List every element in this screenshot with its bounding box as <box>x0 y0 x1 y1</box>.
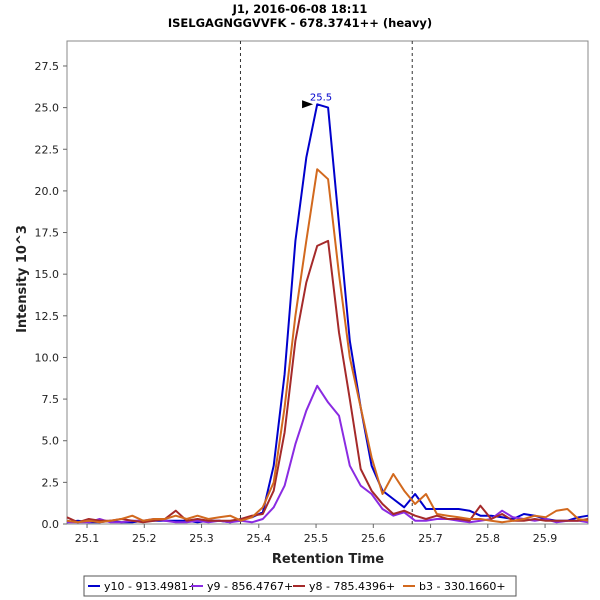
legend-item-3[interactable]: y8 - 785.4396+ <box>293 580 395 593</box>
y-tick-label: 0.0 <box>42 518 60 531</box>
legend-item-4[interactable]: b3 - 330.1660+ <box>403 580 506 593</box>
chart-title: J1, 2016-06-08 18:11 <box>232 2 368 16</box>
x-tick-label: 25.5 <box>304 532 329 545</box>
legend-label: b3 - 330.1660+ <box>419 580 506 593</box>
series-line-4 <box>66 168 589 524</box>
legend-label: y8 - 785.4396+ <box>309 580 395 593</box>
x-tick-label: 25.4 <box>247 532 272 545</box>
series-lines <box>66 103 589 524</box>
series-line-3 <box>66 239 589 524</box>
y-tick-label: 7.5 <box>42 393 60 406</box>
x-tick-label: 25.9 <box>533 532 558 545</box>
peak-label: 25.5 <box>310 92 332 103</box>
y-tick-label: 17.5 <box>35 227 60 240</box>
y-tick-label: 22.5 <box>35 143 60 156</box>
y-tick-label: 25.0 <box>35 102 60 115</box>
y-tick-label: 27.5 <box>35 60 60 73</box>
legend-label: y10 - 913.4981+ <box>104 580 197 593</box>
x-tick-label: 25.3 <box>189 532 214 545</box>
legend-item-1[interactable]: y10 - 913.4981+ <box>88 580 197 593</box>
y-tick-label: 12.5 <box>35 310 60 323</box>
y-tick-label: 5.0 <box>42 435 60 448</box>
x-tick-label: 25.1 <box>75 532 100 545</box>
y-tick-label: 15.0 <box>35 268 60 281</box>
integration-bounds <box>239 41 413 524</box>
legend-label: y9 - 856.4767+ <box>207 580 293 593</box>
x-tick-label: 25.7 <box>418 532 443 545</box>
x-tick-label: 25.2 <box>132 532 157 545</box>
peak-annotation: 25.5 <box>302 92 332 109</box>
x-axis: 25.1 25.2 25.3 25.4 25.5 25.6 25.7 25.8 25.9 <box>75 524 558 545</box>
chart-subtitle: ISELGAGNGGVVFK - 678.3741++ (heavy) <box>168 16 432 30</box>
peak-arrow-icon <box>302 100 314 109</box>
y-tick-label: 20.0 <box>35 185 60 198</box>
y-axis: 0.0 2.5 5.0 7.5 10.0 12.5 15.0 17.5 20.0 22.5 25.0… <box>35 60 67 531</box>
y-tick-label: 2.5 <box>42 476 60 489</box>
legend-item-2[interactable]: y9 - 856.4767+ <box>191 580 293 593</box>
x-tick-label: 25.8 <box>476 532 501 545</box>
plot-border <box>66 40 589 525</box>
legend[interactable]: y10 - 913.4981+ y9 - 856.4767+ y8 - 785.43… <box>83 575 517 597</box>
y-axis-label: Intensity 10^3 <box>15 225 30 333</box>
y-tick-label: 10.0 <box>35 351 60 364</box>
plot-area <box>66 40 589 525</box>
x-axis-label: Retention Time <box>272 552 384 567</box>
x-tick-label: 25.6 <box>361 532 386 545</box>
